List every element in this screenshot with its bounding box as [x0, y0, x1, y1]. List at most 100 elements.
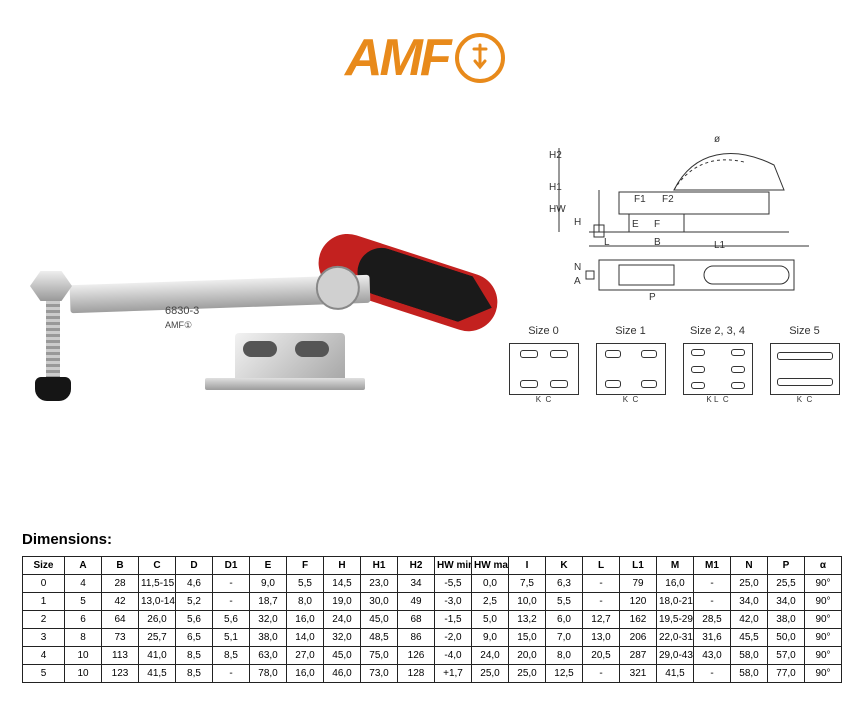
table-col-k: K — [546, 557, 583, 575]
dim-lbl: E — [632, 219, 639, 230]
size-title: Size 1 — [591, 325, 670, 337]
mount-slot — [295, 341, 329, 357]
table-cell: 22,0-31,8 — [657, 629, 694, 647]
size-title: Size 2, 3, 4 — [678, 325, 757, 337]
table-cell: 90° — [805, 575, 842, 593]
table-cell: 90° — [805, 647, 842, 665]
clamp-link-bar — [70, 275, 371, 313]
table-cell: 16,0 — [287, 665, 324, 683]
table-cell: - — [213, 593, 250, 611]
dim-lbl: P — [649, 292, 656, 300]
table-col-l1: L1 — [620, 557, 657, 575]
table-col-f: F — [287, 557, 324, 575]
table-cell: 128 — [398, 665, 435, 683]
table-cell: 45,0 — [324, 647, 361, 665]
table-col-p: P — [768, 557, 805, 575]
size-col-0: Size 0 K C — [504, 325, 583, 404]
table-col-e: E — [250, 557, 287, 575]
table-cell: 0 — [23, 575, 65, 593]
base-plate — [205, 378, 365, 390]
table-cell: 11,5-15,5 — [139, 575, 176, 593]
table-cell: 321 — [620, 665, 657, 683]
table-cell: 5 — [23, 665, 65, 683]
table-col-size: Size — [23, 557, 65, 575]
table-cell: 25,7 — [139, 629, 176, 647]
product-brand-label: AMF① — [165, 320, 192, 331]
table-cell: 7,0 — [546, 629, 583, 647]
table-cell: 77,0 — [768, 665, 805, 683]
size-dim-row: K C — [504, 395, 583, 404]
dim-lbl: H — [574, 217, 581, 228]
table-cell: 5,6 — [213, 611, 250, 629]
table-cell: 30,0 — [361, 593, 398, 611]
table-cell: 14,5 — [324, 575, 361, 593]
table-cell: 34,0 — [768, 593, 805, 611]
table-cell: 8 — [65, 629, 102, 647]
table-cell: 9,0 — [472, 629, 509, 647]
table-cell: 113 — [102, 647, 139, 665]
footprint-icon — [596, 343, 666, 395]
product-illustration: 6830-3 AMF① — [20, 145, 450, 435]
table-cell: 9,0 — [250, 575, 287, 593]
table-col-d1: D1 — [213, 557, 250, 575]
table-cell: 25,0 — [731, 575, 768, 593]
bolt-head — [30, 271, 72, 301]
dim-lbl: F2 — [662, 194, 674, 205]
table-cell: 5 — [65, 593, 102, 611]
size-dim-row: K C — [591, 395, 670, 404]
table-cell: 8,0 — [287, 593, 324, 611]
table-cell: 4 — [23, 647, 65, 665]
table-header-row: SizeABCDD1EFHH1H2HW min.HW max.IKLL1MM1N… — [23, 557, 842, 575]
dim-lbl: HW — [549, 204, 566, 215]
table-cell: 26,0 — [139, 611, 176, 629]
table-row: 154213,0-14,55,2-18,78,019,030,049-3,02,… — [23, 593, 842, 611]
table-cell: 42 — [102, 593, 139, 611]
table-col-hw-max-: HW max. — [472, 557, 509, 575]
dim-lbl: F — [654, 219, 660, 230]
mount-slot — [243, 341, 277, 357]
dim-lbl: H2 — [549, 150, 562, 161]
table-cell: 8,5 — [176, 647, 213, 665]
table-cell: -3,0 — [435, 593, 472, 611]
table-cell: 13,0-14,5 — [139, 593, 176, 611]
table-cell: 25,0 — [472, 665, 509, 683]
table-col-hw-min-: HW min. — [435, 557, 472, 575]
table-cell: 16,0 — [657, 575, 694, 593]
table-cell: 6,5 — [176, 629, 213, 647]
table-cell: - — [694, 575, 731, 593]
table-cell: 8,5 — [176, 665, 213, 683]
table-cell: 28,5 — [694, 611, 731, 629]
size-col-234: Size 2, 3, 4 K L C — [678, 325, 757, 404]
table-cell: 20,0 — [509, 647, 546, 665]
table-cell: 41,5 — [139, 665, 176, 683]
dim-lbl: F1 — [634, 194, 646, 205]
table-cell: 19,0 — [324, 593, 361, 611]
size-col-5: Size 5 K C — [765, 325, 844, 404]
table-cell: 18,0-21,5 — [657, 593, 694, 611]
footprint-icon — [770, 343, 840, 395]
table-col-m1: M1 — [694, 557, 731, 575]
table-cell: 73,0 — [361, 665, 398, 683]
table-cell: 2 — [23, 611, 65, 629]
table-cell: 3 — [23, 629, 65, 647]
table-cell: 34,0 — [731, 593, 768, 611]
table-cell: 90° — [805, 611, 842, 629]
table-cell: 58,0 — [731, 647, 768, 665]
table-cell: 206 — [620, 629, 657, 647]
technical-drawings: H2 H1 HW H L B E F F1 F2 L1 ø N A P Size… — [504, 130, 844, 404]
table-cell: 4,6 — [176, 575, 213, 593]
table-cell: 38,0 — [250, 629, 287, 647]
dimensions-title: Dimensions: — [22, 531, 842, 548]
table-cell: 10 — [65, 647, 102, 665]
clamp-base — [215, 320, 355, 390]
table-cell: +1,7 — [435, 665, 472, 683]
dim-lbl: A — [574, 276, 581, 287]
table-cell: - — [583, 575, 620, 593]
table-cell: 5,2 — [176, 593, 213, 611]
table-cell: 20,5 — [583, 647, 620, 665]
table-cell: 41,5 — [657, 665, 694, 683]
table-cell: 42,0 — [731, 611, 768, 629]
table-cell: 46,0 — [324, 665, 361, 683]
table-cell: - — [583, 593, 620, 611]
table-cell: 10,0 — [509, 593, 546, 611]
